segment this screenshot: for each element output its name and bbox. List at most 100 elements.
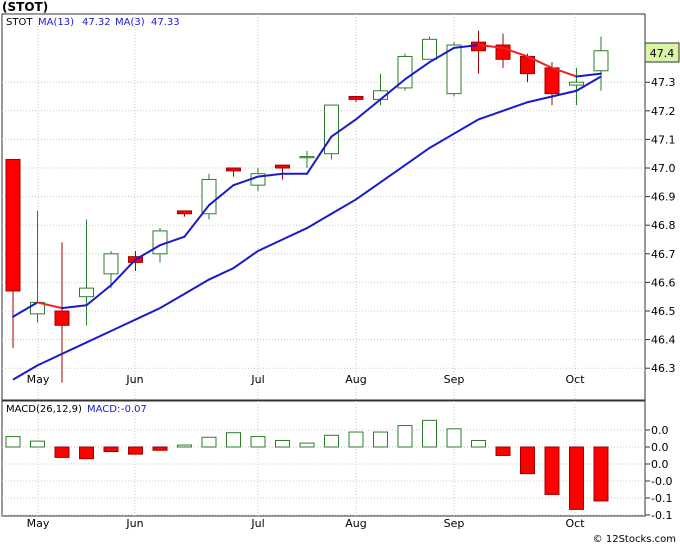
candles — [5, 30, 609, 383]
copyright: © 12Stocks.com — [593, 534, 676, 545]
ma3-segment — [428, 46, 455, 64]
macd-bar-negative — [495, 446, 511, 456]
macd-bar-negative — [103, 446, 119, 453]
macd-ytick-label: -0.0 — [651, 475, 672, 488]
macd-bar-positive — [250, 436, 266, 448]
price-ytick-label: 47.2 — [651, 105, 676, 118]
candle — [593, 36, 609, 91]
price-ytick-label: 47.1 — [651, 133, 676, 146]
macd-panel: 0.0 0.0 0.0 -0.0 -0.1 -0.1 May Jun Jul Aug Sep Oct… — [1, 400, 672, 530]
price-panel: 46.3 46.4 46.5 46.6 46.7 46.8 46.9 47.0 47.1 47.2… — [1, 13, 680, 401]
macd-bar-positive — [373, 431, 388, 448]
macd-bar-negative — [544, 446, 560, 495]
ma3-segment — [575, 72, 602, 78]
candle-body-down — [54, 310, 70, 326]
candle-body-up — [79, 287, 94, 298]
price-ytick-label: 46.8 — [651, 219, 676, 232]
legend-ma13-label: MA(13) — [38, 17, 74, 28]
macd-ytick-label: -0.1 — [651, 509, 672, 522]
macd-bar-positive — [397, 425, 413, 448]
macd-bar-negative — [520, 446, 535, 475]
candle — [397, 53, 413, 91]
candle-body-up — [103, 253, 119, 275]
candle-body-down — [226, 167, 241, 172]
macd-ytick-label: -0.1 — [651, 492, 672, 505]
candle — [201, 173, 217, 220]
macd-ytick-label: 0.0 — [651, 424, 669, 437]
last-price-label: 47.4 — [650, 47, 675, 60]
price-month-label: Sep — [444, 373, 465, 386]
candle — [275, 164, 290, 180]
macd-y-axis: 0.0 0.0 0.0 -0.0 -0.1 -0.1 — [645, 424, 672, 522]
candle — [422, 36, 437, 60]
macd-bar-positive — [30, 440, 45, 448]
ma3-segment — [453, 44, 480, 49]
price-ytick-label: 46.4 — [651, 334, 676, 347]
macd-plot-frame — [1, 400, 646, 517]
macd-month-label: Jun — [125, 517, 143, 530]
price-ytick-label: 46.9 — [651, 191, 676, 204]
price-month-label: May — [27, 373, 50, 386]
price-ytick-label: 46.7 — [651, 248, 676, 261]
candle-body-up — [422, 38, 437, 60]
price-month-label: Oct — [565, 373, 585, 386]
candle-body-down — [544, 67, 560, 95]
price-ytick-label: 46.6 — [651, 276, 676, 289]
ma3-segment — [61, 304, 88, 310]
ma3-segment — [526, 55, 553, 69]
macd-ytick-label: 0.0 — [651, 458, 669, 471]
macd-month-label: May — [27, 517, 50, 530]
moving-average-lines — [12, 44, 602, 381]
candle — [103, 250, 119, 289]
ma3-segment — [379, 78, 406, 101]
macd-bar-negative — [569, 446, 584, 510]
macd-bar-negative — [593, 446, 609, 502]
candle-body-down — [177, 210, 192, 215]
price-grid — [2, 14, 645, 400]
macd-bars — [5, 419, 609, 510]
candle-body-up — [152, 230, 168, 255]
price-y-axis: 46.3 46.4 46.5 46.6 46.7 46.8 46.9 47.0 47.1 47.2… — [645, 76, 676, 375]
candle-body-up — [299, 156, 315, 159]
candle — [544, 62, 560, 106]
price-month-label: Jul — [250, 373, 264, 386]
price-plot-frame — [1, 13, 646, 401]
ma3-segment — [159, 235, 186, 247]
candle — [177, 210, 192, 217]
candle-body-up — [201, 178, 217, 215]
macd-bar-negative — [54, 446, 70, 458]
price-month-label: Jun — [125, 373, 143, 386]
macd-ytick-label: 0.0 — [651, 441, 669, 454]
candle — [79, 219, 94, 326]
candle — [446, 42, 462, 97]
ma3-segment — [257, 172, 284, 178]
candle-body-up — [446, 44, 462, 95]
price-x-axis: May Jun Jul Aug Sep Oct — [27, 373, 586, 386]
ma3-segment — [306, 135, 333, 175]
price-ytick-label: 47.0 — [651, 162, 676, 175]
macd-title: MACD(26,12,9) — [6, 404, 82, 415]
macd-bar-positive — [201, 436, 217, 448]
ma3-segment — [110, 258, 137, 287]
candle-body-up — [569, 81, 584, 86]
candle-body-down — [5, 158, 21, 292]
macd-bar-positive — [324, 434, 339, 448]
candle-body-down — [348, 96, 364, 100]
macd-bar-negative — [79, 446, 94, 460]
ma3-segment — [404, 61, 431, 81]
candle — [569, 67, 584, 106]
legend-symbol: STOT — [6, 17, 33, 28]
candle-body-up — [397, 55, 413, 89]
ma3-segment — [36, 301, 63, 310]
ma3-segment — [12, 301, 39, 318]
ma13-line — [12, 75, 602, 381]
ma3-segment — [551, 66, 578, 78]
chart-title: (STOT) — [2, 0, 48, 14]
candle — [5, 158, 21, 349]
price-legend: STOT MA(13) 47.32 MA(3) 47.33 — [6, 17, 180, 28]
ma3-segment — [477, 44, 504, 49]
macd-bar-positive — [471, 440, 486, 448]
ma3-segment — [355, 98, 382, 121]
macd-month-label: Jul — [250, 517, 264, 530]
